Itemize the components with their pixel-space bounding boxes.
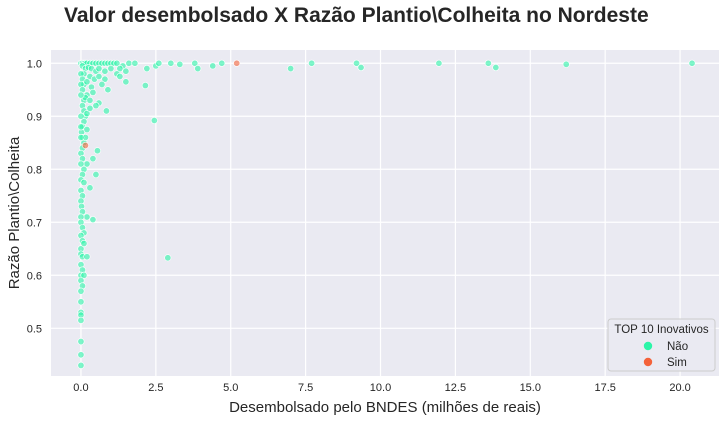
data-point xyxy=(89,155,97,163)
data-point xyxy=(194,65,202,73)
series-no-group xyxy=(77,59,696,369)
data-point xyxy=(107,65,115,73)
data-point xyxy=(562,60,570,68)
data-point xyxy=(83,160,91,168)
y-tick-label: 0.9 xyxy=(27,111,42,123)
data-point xyxy=(125,59,133,67)
x-tick-label: 5.0 xyxy=(223,382,238,394)
data-point xyxy=(101,67,109,75)
data-point xyxy=(81,141,89,149)
data-point xyxy=(155,59,163,67)
data-point xyxy=(77,91,85,99)
data-point xyxy=(492,63,500,71)
data-point xyxy=(113,59,121,67)
x-tick-label: 20.0 xyxy=(669,382,690,394)
legend-marker-sim xyxy=(643,357,653,367)
y-tick-label: 0.7 xyxy=(27,217,42,229)
x-tick-label: 2.5 xyxy=(148,382,163,394)
data-point xyxy=(122,78,130,86)
data-point xyxy=(141,82,149,90)
x-tick-label: 10.0 xyxy=(370,382,391,394)
legend-box xyxy=(607,318,716,372)
data-point xyxy=(131,59,139,67)
data-point xyxy=(143,65,151,73)
series-sim-group xyxy=(81,59,241,149)
data-point xyxy=(104,86,112,94)
data-point xyxy=(116,73,124,81)
chart-title: Valor desembolsado X Razão Plantio\Colhe… xyxy=(64,4,649,27)
data-point xyxy=(95,73,103,81)
data-point xyxy=(80,179,88,187)
x-tick-label: 15.0 xyxy=(520,382,541,394)
data-point xyxy=(167,59,175,67)
legend-label: Não xyxy=(667,341,688,353)
data-point xyxy=(150,117,158,125)
data-point xyxy=(77,160,85,168)
data-point xyxy=(98,80,106,88)
data-point xyxy=(77,316,85,324)
data-point xyxy=(435,59,443,67)
x-tick-label: 7.5 xyxy=(298,382,313,394)
data-point xyxy=(83,253,91,261)
x-tick-label: 0.0 xyxy=(73,382,88,394)
data-point xyxy=(287,65,295,73)
data-point xyxy=(86,96,94,104)
data-point xyxy=(77,287,85,295)
y-tick-label: 0.6 xyxy=(27,270,42,282)
data-point xyxy=(77,123,85,131)
data-point xyxy=(191,59,199,67)
data-point xyxy=(116,65,124,73)
data-point xyxy=(164,254,172,262)
data-point xyxy=(77,338,85,346)
data-point xyxy=(353,59,361,67)
x-tick-label: 17.5 xyxy=(594,382,615,394)
data-point xyxy=(357,63,365,71)
data-point xyxy=(80,239,88,247)
legend-title: TOP 10 Inovativos xyxy=(614,324,708,336)
data-point xyxy=(176,60,184,68)
data-point xyxy=(308,59,316,67)
data-point xyxy=(233,59,241,67)
y-tick-label: 0.5 xyxy=(27,323,42,335)
data-point xyxy=(93,147,101,155)
data-point xyxy=(688,59,696,67)
data-point xyxy=(102,107,110,115)
data-point xyxy=(218,59,226,67)
y-tick-label: 1.0 xyxy=(27,58,42,70)
data-point xyxy=(83,126,91,134)
data-point xyxy=(77,361,85,369)
data-point xyxy=(83,213,91,221)
legend-label: Sim xyxy=(667,357,687,369)
data-point xyxy=(86,104,94,112)
data-point xyxy=(95,65,103,73)
data-point xyxy=(83,78,91,86)
data-point xyxy=(77,133,85,141)
data-point xyxy=(92,102,100,110)
data-point xyxy=(86,184,94,192)
data-point xyxy=(77,351,85,359)
y-axis-label: Razão Plantio\Colheita xyxy=(6,136,23,289)
x-axis-label: Desembolsado pelo BNDES (milhões de reai… xyxy=(229,399,541,416)
data-point xyxy=(89,216,97,224)
data-point xyxy=(92,171,100,179)
data-point xyxy=(77,298,85,306)
legend-marker-nao xyxy=(643,341,653,351)
data-point xyxy=(101,75,109,83)
y-tick-label: 0.8 xyxy=(27,164,42,176)
data-point xyxy=(83,110,91,118)
data-point xyxy=(484,59,492,67)
data-point xyxy=(80,271,88,279)
data-point xyxy=(89,88,97,96)
data-point xyxy=(209,62,217,70)
data-point xyxy=(77,112,85,120)
data-point xyxy=(122,67,130,75)
x-tick-label: 12.5 xyxy=(445,382,466,394)
